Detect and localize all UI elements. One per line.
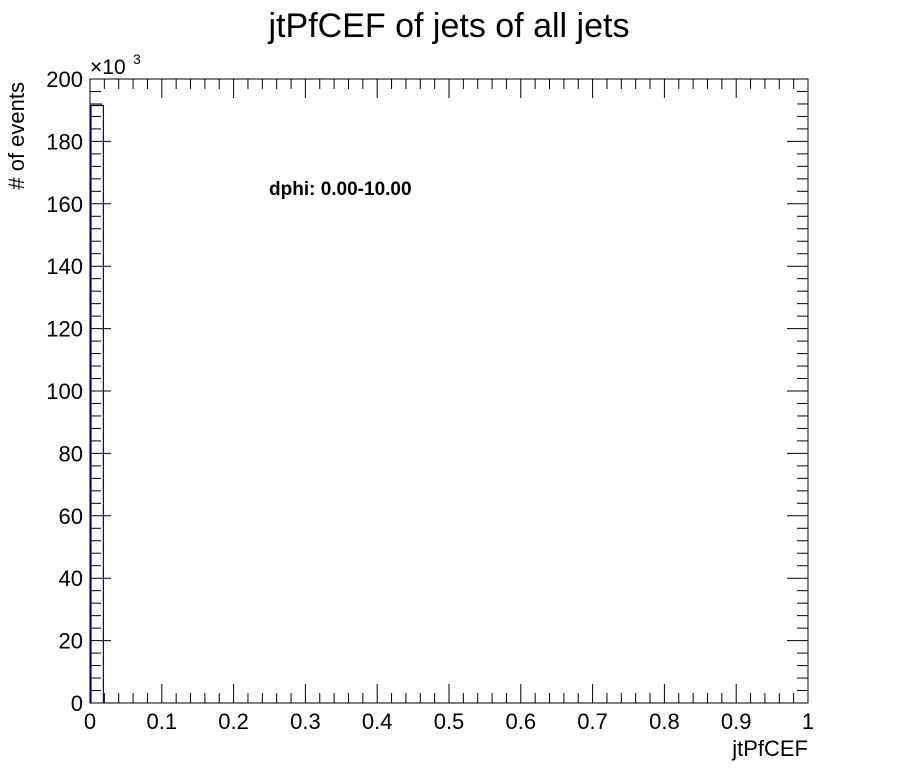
y-axis-multiplier: ×10 3 bbox=[90, 51, 141, 79]
histogram-bin bbox=[90, 104, 104, 703]
x-tick-label: 0.9 bbox=[721, 709, 752, 734]
chart-title: jtPfCEF of jets of all jets bbox=[268, 7, 630, 45]
y-tick-label: 200 bbox=[46, 67, 83, 92]
axis-ticks bbox=[89, 78, 809, 704]
y-tick-label: 160 bbox=[46, 192, 83, 217]
y-tick-label: 140 bbox=[46, 254, 83, 279]
x-tick-label: 0 bbox=[84, 709, 96, 734]
y-tick-label: 20 bbox=[59, 629, 83, 654]
x-tick-label: 0.6 bbox=[506, 709, 537, 734]
y-tick-label: 0 bbox=[71, 691, 83, 716]
y-tick-label: 40 bbox=[59, 566, 83, 591]
y-tick-label: 60 bbox=[59, 504, 83, 529]
x-tick-label: 0.7 bbox=[577, 709, 608, 734]
y-tick-label: 120 bbox=[46, 317, 83, 342]
y-multiplier-exponent: 3 bbox=[133, 51, 141, 67]
dphi-annotation: dphi: 0.00-10.00 bbox=[269, 179, 412, 200]
x-axis-label: jtPfCEF bbox=[731, 736, 808, 761]
y-tick-label: 100 bbox=[46, 379, 83, 404]
histogram-bars bbox=[90, 103, 104, 703]
x-tick-label: 0.1 bbox=[147, 709, 178, 734]
plot-frame bbox=[89, 78, 809, 704]
y-tick-label: 180 bbox=[46, 129, 83, 154]
y-tick-label: 80 bbox=[59, 441, 83, 466]
x-tick-label: 0.3 bbox=[290, 709, 321, 734]
x-tick-label: 0.8 bbox=[649, 709, 680, 734]
y-axis-label: # of events bbox=[4, 82, 29, 190]
plot-frame-border bbox=[89, 78, 809, 704]
x-tick-label: 1 bbox=[802, 709, 814, 734]
y-multiplier-base: ×10 bbox=[90, 56, 126, 79]
x-tick-label: 0.5 bbox=[434, 709, 465, 734]
x-tick-label: 0.2 bbox=[218, 709, 249, 734]
tick-labels: 0 0.1 0.2 0.3 0.4 0.5 0.6 0.7 0.8 0.9 1 0 20 40 60 80 10… bbox=[46, 67, 814, 734]
x-tick-label: 0.4 bbox=[362, 709, 393, 734]
